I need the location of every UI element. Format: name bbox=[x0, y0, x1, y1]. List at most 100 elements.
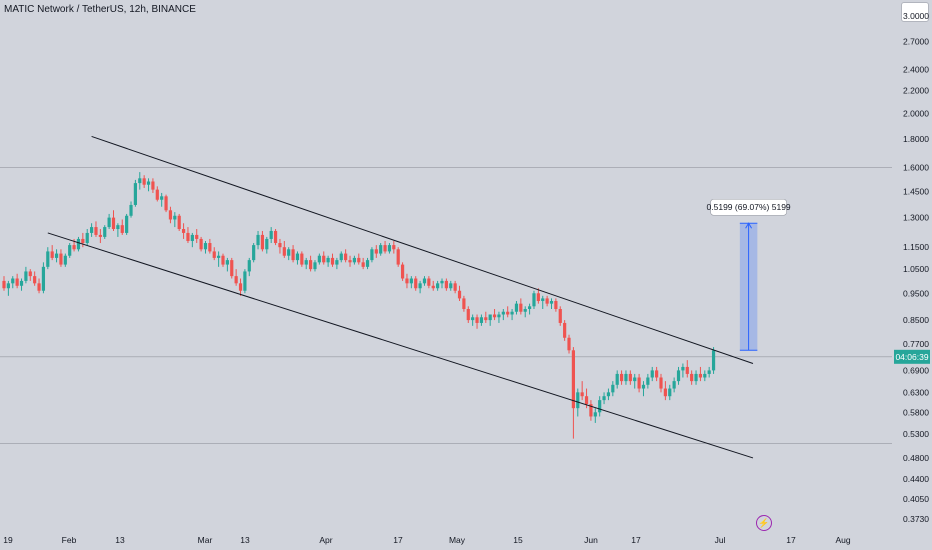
candle-body bbox=[203, 243, 208, 250]
candle-body bbox=[168, 210, 173, 220]
candle-body bbox=[146, 181, 151, 185]
candle-body bbox=[160, 196, 164, 200]
candle-body bbox=[72, 245, 76, 250]
candle-body bbox=[466, 309, 470, 321]
candle-body bbox=[374, 249, 378, 254]
candle-body bbox=[523, 309, 527, 312]
price-axis-tick: 3.0000 bbox=[903, 11, 929, 21]
candle-body bbox=[488, 314, 492, 321]
candle-body bbox=[190, 234, 194, 241]
candle-body bbox=[400, 264, 405, 279]
candle-body bbox=[628, 373, 632, 382]
candle-body bbox=[383, 245, 387, 252]
candle-body bbox=[230, 260, 234, 277]
time-axis-tick: Aug bbox=[835, 535, 850, 545]
candle-body bbox=[151, 181, 155, 190]
time-axis-tick: Feb bbox=[62, 535, 77, 545]
candle-body bbox=[690, 373, 694, 382]
candle-body bbox=[418, 283, 422, 289]
price-axis-tick: 0.3730 bbox=[903, 514, 929, 524]
candle-body bbox=[125, 215, 129, 233]
candle-body bbox=[256, 234, 260, 246]
candle-body bbox=[532, 293, 536, 307]
price-axis-tick: 1.6000 bbox=[903, 163, 929, 173]
candle-body bbox=[85, 232, 89, 244]
price-axis-tick: 0.6900 bbox=[903, 365, 929, 375]
candle-body bbox=[427, 278, 431, 286]
time-axis-tick: 17 bbox=[393, 535, 403, 545]
candle-body bbox=[637, 377, 641, 389]
candle-body bbox=[120, 225, 124, 233]
channel-line-lower[interactable] bbox=[47, 232, 754, 459]
candle-body bbox=[28, 271, 32, 277]
candle-body bbox=[545, 298, 549, 304]
candle-body bbox=[392, 245, 396, 250]
price-axis-tick: 1.4500 bbox=[903, 186, 929, 196]
candle-body bbox=[260, 234, 265, 250]
candle-body bbox=[138, 178, 142, 184]
candle-body bbox=[580, 392, 584, 397]
candle-body bbox=[111, 217, 116, 230]
price-axis-tick: 2.7000 bbox=[903, 36, 929, 46]
candle-body bbox=[98, 234, 102, 237]
chart-title: MATIC Network / TetherUS, 12h, BINANCE bbox=[4, 4, 196, 15]
candle-body bbox=[549, 301, 554, 304]
candle-body bbox=[681, 366, 685, 371]
candle-body bbox=[672, 381, 676, 389]
price-axis-tick: 1.3000 bbox=[903, 213, 929, 223]
candle-body bbox=[6, 283, 10, 289]
candle-body bbox=[479, 317, 484, 323]
candle-body bbox=[370, 249, 374, 261]
candle-body bbox=[348, 260, 352, 263]
candle-body bbox=[536, 293, 540, 302]
candle-body bbox=[225, 260, 229, 265]
candle-body bbox=[501, 311, 505, 315]
candle-body bbox=[611, 384, 615, 393]
candle-body bbox=[199, 238, 203, 250]
candle-body bbox=[155, 189, 159, 200]
candle-body bbox=[116, 225, 120, 230]
candle-body bbox=[24, 271, 28, 281]
candle-body bbox=[422, 278, 427, 284]
candle-body bbox=[615, 373, 619, 385]
time-axis-tick: 17 bbox=[631, 535, 641, 545]
current-price-badge bbox=[894, 349, 930, 364]
time-axis-tick: Jun bbox=[584, 535, 598, 545]
candle-body bbox=[68, 245, 72, 256]
candle-body bbox=[243, 271, 247, 291]
time-axis-tick: 19 bbox=[3, 535, 13, 545]
time-axis-tick: 15 bbox=[513, 535, 523, 545]
candle-body bbox=[37, 283, 41, 291]
price-axis-tick: 1.1500 bbox=[903, 242, 929, 252]
channel-line-upper[interactable] bbox=[91, 135, 754, 364]
candle-body bbox=[164, 196, 168, 211]
candle-body bbox=[269, 230, 273, 239]
candle-body bbox=[633, 377, 637, 382]
candle-body bbox=[322, 255, 326, 263]
candle-body bbox=[379, 245, 383, 254]
candle-body bbox=[107, 217, 111, 228]
candle-body bbox=[646, 377, 650, 385]
candle-body bbox=[624, 373, 628, 382]
candle-body bbox=[59, 253, 63, 265]
candle-body bbox=[497, 314, 501, 318]
candle-body bbox=[317, 255, 321, 263]
candle-body bbox=[339, 253, 343, 261]
price-axis-tick: 0.4050 bbox=[903, 494, 929, 504]
candle-body bbox=[655, 370, 659, 378]
candle-body bbox=[41, 266, 46, 291]
time-axis-tick: 13 bbox=[115, 535, 125, 545]
candle-body bbox=[90, 227, 94, 233]
candle-body bbox=[217, 255, 221, 258]
candle-body bbox=[676, 370, 681, 382]
candle-body bbox=[554, 301, 558, 310]
candle-body bbox=[177, 215, 181, 230]
candle-body bbox=[453, 283, 457, 291]
candle-body bbox=[492, 314, 497, 318]
price-scale-badge[interactable] bbox=[901, 2, 929, 22]
lightning-icon[interactable]: ⚡ bbox=[756, 515, 772, 531]
candle-body bbox=[457, 290, 462, 299]
price-axis-tick: 0.5800 bbox=[903, 407, 929, 417]
